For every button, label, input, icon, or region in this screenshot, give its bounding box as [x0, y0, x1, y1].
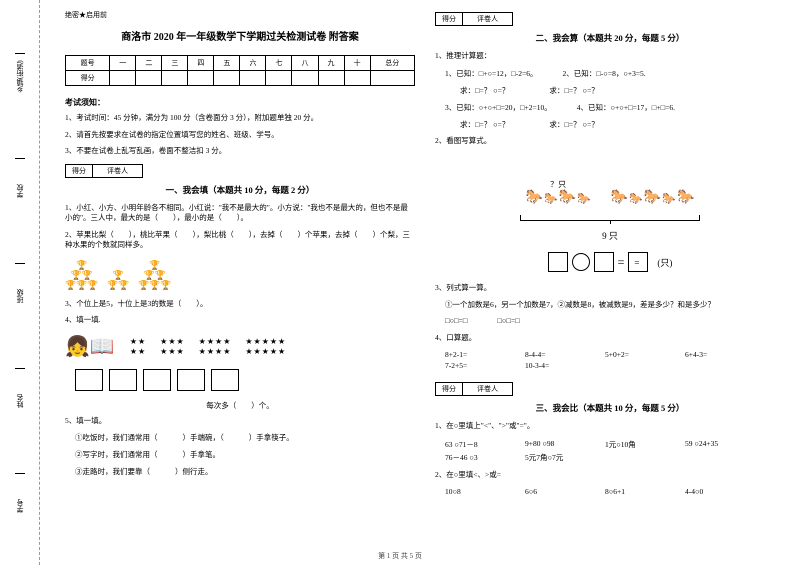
main-content: 绝密★启用前 商洛市 2020 年一年级数学下学期过关检测试卷 附答案 题号 一… — [40, 0, 800, 565]
horse-icon: 🐎 — [577, 194, 591, 205]
q2-3-boxes: □○□=□ □○□=□ — [445, 316, 785, 327]
horse-icon: 🐎 — [611, 191, 628, 205]
equation-row: = = (只) — [435, 252, 785, 272]
binding-field: 姓名 — [15, 368, 25, 408]
notice-head: 考试须知： — [65, 97, 415, 108]
binding-field: 班级 — [15, 263, 25, 303]
reasoning-row: 1、已知：□+○=12，□-2=6。2、已知：□-○=8，○+3=5. — [445, 68, 785, 79]
q1-5: 5、填一填。 — [65, 416, 415, 427]
qmark-label: ？只 — [550, 179, 566, 190]
notice-item: 2、请首先按要求在试卷的指定位置填写您的姓名、班级、学号。 — [65, 130, 415, 141]
pyramid-icon: 🏆 🏆🏆 🏆🏆🏆 — [138, 260, 170, 290]
q1-3: 3、个位上是5，十位上是3的数是（ ）。 — [65, 299, 415, 310]
score-table: 题号 一 二 三 四 五 六 七 八 九 十 总分 得分 — [65, 55, 415, 86]
binding-column: 乡镇(街道) 学校 班级 姓名 学号 — [0, 0, 40, 565]
binding-field: 学号 — [15, 473, 25, 513]
q1-2: 2、苹果比梨（ ），桃比苹果（ ），梨比桃（ ），去掉（ ）个苹果，去掉（ ）个… — [65, 230, 415, 251]
notice-item: 1、考试时间：45 分钟，满分为 100 分（含卷面分 3 分），附加题单独 2… — [65, 113, 415, 124]
q1-4: 4、填一填. — [65, 315, 415, 326]
horse-group-left: ？只 🐎 🐎 🐎 🐎 — [526, 191, 591, 205]
q2-4: 4、口算题。 — [435, 333, 785, 344]
compare-grid: 63 ○71－8 9+80 ○98 1元○10角 59 ○24+35 76－46… — [445, 439, 785, 463]
eq-circle — [572, 253, 590, 271]
horse-icon: 🐎 — [559, 191, 576, 205]
nine-label: 9 只 — [435, 229, 785, 242]
compare-grid-2: 10○8 6○6 8○6+1 4-4○0 — [445, 487, 785, 496]
horse-icon: 🐎 — [644, 191, 661, 205]
answer-boxes — [75, 369, 405, 391]
q1-1: 1、小红、小方、小明年龄各不相同。小红说："我不是最大的"。小方说："我也不是最… — [65, 203, 415, 224]
notice-item: 3、不要在试卷上乱写乱画，卷面不整洁扣 3 分。 — [65, 146, 415, 157]
right-column: 得分 评卷人 二、我会算（本题共 20 分，每题 5 分） 1、推理计算题： 1… — [435, 10, 785, 545]
q2-2: 2、看图写算式。 — [435, 136, 785, 147]
score-box: 得分 评卷人 — [435, 12, 513, 26]
reader-icon: 👧📖 — [65, 334, 115, 359]
eq-unit: = (只) — [634, 256, 672, 269]
reasoning-row: 求：□=？ ○=？ 求：□=？ ○=？ — [445, 85, 785, 96]
binding-field: 学校 — [15, 158, 25, 198]
horse-icon: 🐎 — [629, 194, 643, 205]
empty-box — [109, 369, 137, 391]
empty-box — [211, 369, 239, 391]
q2-3: 3、列式算一算。 — [435, 283, 785, 294]
q4-caption: 每次多（ ）个。 — [65, 400, 415, 411]
table-row: 题号 一 二 三 四 五 六 七 八 九 十 总分 — [66, 56, 415, 71]
calc-grid: 8+2-1= 8-4-4= 5+0+2= 6+4-3= 7-2+5= 10-3-… — [445, 350, 785, 370]
empty-box — [143, 369, 171, 391]
section-3-title: 三、我会比（本题共 10 分，每题 5 分） — [435, 402, 785, 414]
horse-icon: 🐎 — [662, 194, 676, 205]
secret-label: 绝密★启用前 — [65, 10, 415, 20]
empty-box — [75, 369, 103, 391]
binding-field: 乡镇(街道) — [15, 53, 25, 93]
fill-row: ③走路时，我们要靠（）侧行走。 — [75, 466, 415, 477]
empty-box — [177, 369, 205, 391]
section-2-title: 二、我会算（本题共 20 分，每题 5 分） — [435, 32, 785, 44]
horse-group-right: 🐎 🐎 🐎 🐎 🐎 — [611, 191, 695, 205]
left-column: 绝密★启用前 商洛市 2020 年一年级数学下学期过关检测试卷 附答案 题号 一… — [65, 10, 415, 545]
reasoning-row: 求：□=？ ○=？ 求：□=？ ○=？ — [445, 119, 785, 130]
table-row: 得分 — [66, 71, 415, 86]
fill-row: ①吃饭时，我们通常用（）手端碗，（）手拿筷子。 — [75, 432, 415, 443]
exam-title: 商洛市 2020 年一年级数学下学期过关检测试卷 附答案 — [65, 28, 415, 43]
q2-3-text: ①一个加数是6，另一个加数是7，②减数是8，被减数是9，差是多少？和是多少？ — [445, 300, 785, 311]
fill-row: ②写字时，我们通常用（）手拿笔。 — [75, 449, 415, 460]
brace-icon — [520, 215, 700, 221]
score-box: 得分 评卷人 — [435, 382, 513, 396]
fruit-pyramids: 🏆 🏆🏆 🏆🏆🏆 🏆 🏆🏆 🏆 🏆🏆 🏆🏆🏆 — [65, 260, 415, 290]
q2-1-head: 1、推理计算题： — [435, 51, 785, 62]
horse-icon: 🐎 — [526, 191, 543, 205]
pyramid-icon: 🏆 🏆🏆 — [107, 270, 128, 290]
q3-2: 2、在○里填<、>或= — [435, 470, 785, 481]
reasoning-row: 3、已知：○+○+□=20，□+2=10。4、已知：○+○+□=17，□+□=6… — [445, 102, 785, 113]
page-footer: 第 1 页 共 5 页 — [0, 551, 800, 561]
horse-icon: 🐎 — [677, 191, 694, 205]
horse-icon: 🐎 — [544, 194, 558, 205]
section-1-title: 一、我会填（本题共 10 分，每题 2 分） — [65, 184, 415, 196]
stars-figure: 👧📖 ★★★★ ★★★★★★ ★★★★★★★★ ★★★★★★★★★★ — [65, 334, 415, 359]
eq-box — [548, 252, 568, 272]
q3-1: 1、在○里填上"<"、">"或"="。 — [435, 421, 785, 432]
eq-box — [594, 252, 614, 272]
score-box: 得分 评卷人 — [65, 164, 143, 178]
pyramid-icon: 🏆 🏆🏆 🏆🏆🏆 — [65, 260, 97, 290]
horse-figure: ？只 🐎 🐎 🐎 🐎 🐎 🐎 🐎 🐎 🐎 — [435, 155, 785, 205]
